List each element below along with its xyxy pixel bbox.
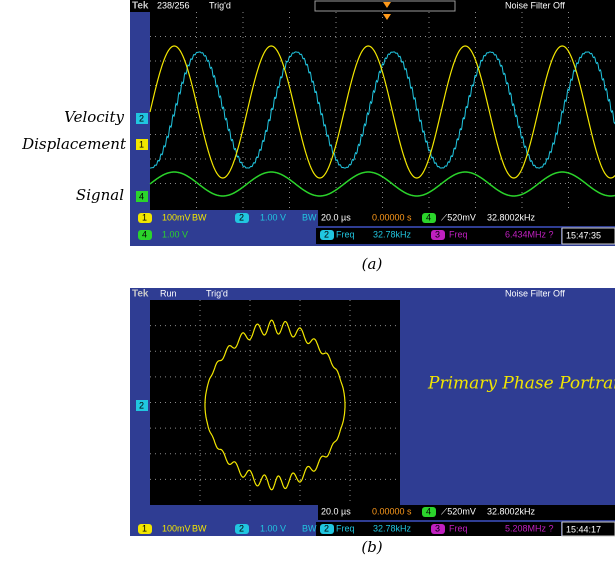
clock: 15:47:35 — [566, 230, 601, 240]
meas2-value: 5.208MHz ? — [505, 523, 554, 533]
scope-b: Tek Run Trig'd Noise Filter Off 2 Primar… — [130, 288, 615, 536]
ch2-scale: 1.00 V — [260, 212, 286, 222]
graticule — [150, 12, 615, 210]
timebase: 20.0 µs — [321, 212, 351, 222]
ch4-marker-label: 4 — [139, 191, 144, 201]
meas1-name: Freq — [336, 523, 355, 533]
trig-freq: 32.8002kHz — [487, 212, 536, 222]
meas2-name: Freq — [449, 523, 468, 533]
ch2-number: 2 — [239, 523, 244, 533]
trig-level: ⟋520mV — [441, 212, 476, 222]
figure: Tek 238/256 Trig'd Noise Filter Off 2 1 … — [0, 0, 615, 565]
ch4-number: 4 — [142, 229, 147, 239]
brand: Tek — [132, 1, 149, 12]
annotation: Primary Phase Portrait — [427, 374, 615, 394]
delay: 0.00000 s — [372, 212, 412, 222]
run-state: Run — [160, 288, 177, 298]
meas2-value: 6.434MHz ? — [505, 229, 554, 239]
caption: (a) — [362, 255, 383, 273]
ch1-scale: 100mV — [162, 523, 191, 533]
trace-label: Velocity — [64, 108, 124, 126]
brand: Tek — [132, 289, 149, 300]
ch1-bw: BW — [192, 523, 207, 533]
meas2-number: 3 — [435, 523, 440, 533]
clock: 15:44:17 — [566, 524, 601, 534]
trigger-state: Trig'd — [209, 0, 231, 10]
acquisition: 238/256 — [157, 0, 190, 10]
ch2-number: 2 — [239, 212, 244, 222]
meas1-value: 32.78kHz — [373, 229, 412, 239]
meas1-number: 2 — [324, 523, 329, 533]
page: { "figure_a": { "status": {"brand": "Tek… — [0, 0, 615, 565]
ch2-marker-label: 2 — [139, 400, 144, 410]
ch1-number: 1 — [142, 523, 147, 533]
meas1-number: 2 — [324, 229, 329, 239]
left-strip — [130, 12, 150, 210]
ch1-scale: 100mV — [162, 212, 191, 222]
filter: Noise Filter Off — [505, 0, 565, 10]
filter: Noise Filter Off — [505, 288, 565, 298]
ch1-marker-label: 1 — [139, 139, 144, 149]
ch2-scale: 1.00 V — [260, 523, 286, 533]
ch2-bw: BW — [302, 523, 317, 533]
trigger-state: Trig'd — [206, 288, 228, 298]
trig-freq: 32.8002kHz — [487, 506, 536, 516]
delay: 0.00000 s — [372, 506, 412, 516]
ch1-bw: BW — [192, 212, 207, 222]
trace-label: Displacement — [21, 135, 127, 153]
timebase: 20.0 µs — [321, 506, 351, 516]
trace-label: Signal — [76, 186, 124, 204]
ch2-marker-label: 2 — [139, 113, 144, 123]
meas2-name: Freq — [449, 229, 468, 239]
ch2-bw: BW — [302, 212, 317, 222]
caption: (b) — [361, 538, 382, 556]
trig-number: 4 — [426, 212, 431, 222]
trig-number: 4 — [426, 506, 431, 516]
meas1-value: 32.78kHz — [373, 523, 412, 533]
ch1-number: 1 — [142, 212, 147, 222]
meas2-number: 3 — [435, 229, 440, 239]
ch4-scale: 1.00 V — [162, 229, 188, 239]
trig-level: ⟋520mV — [441, 506, 476, 516]
scope-a: Tek 238/256 Trig'd Noise Filter Off 2 1 … — [21, 0, 615, 246]
meas1-name: Freq — [336, 229, 355, 239]
